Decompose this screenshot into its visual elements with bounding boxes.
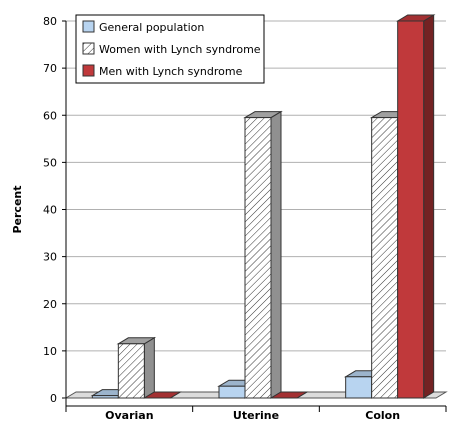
x-tick-label: Ovarian	[105, 409, 153, 422]
bar	[395, 14, 436, 399]
y-tick-label: 0	[50, 392, 57, 405]
legend-box	[75, 14, 265, 84]
y-tick-label: 40	[43, 204, 57, 217]
legend-label: General population	[99, 21, 204, 34]
legend-swatch	[82, 20, 95, 33]
y-tick-label: 60	[43, 109, 57, 122]
legend-swatch	[82, 42, 95, 55]
x-tick-label: Uterine	[233, 409, 279, 422]
bar	[269, 391, 309, 399]
y-tick-label: 50	[43, 156, 57, 169]
y-tick-label: 80	[43, 15, 57, 28]
axis-labels: 0 10 20 30 40 50 60 70 80 Ovarian Uterine Colon Perc…	[11, 15, 400, 422]
legend-label: Men with Lynch syndrome	[99, 65, 243, 78]
x-tick-label: Colon	[365, 409, 400, 422]
y-tick-label: 20	[43, 298, 57, 311]
y-tick-label: 30	[43, 251, 57, 264]
legend-swatch	[82, 64, 95, 77]
y-axis-label: Percent	[11, 185, 24, 233]
bar	[142, 391, 183, 399]
legend-label: Women with Lynch syndrome	[99, 43, 261, 56]
legend: General population Women with Lynch syndr…	[75, 14, 265, 84]
bars	[90, 14, 436, 399]
y-tick-label: 70	[43, 62, 57, 75]
y-tick-label: 10	[43, 345, 57, 358]
bar	[243, 110, 283, 399]
bar	[116, 336, 157, 399]
